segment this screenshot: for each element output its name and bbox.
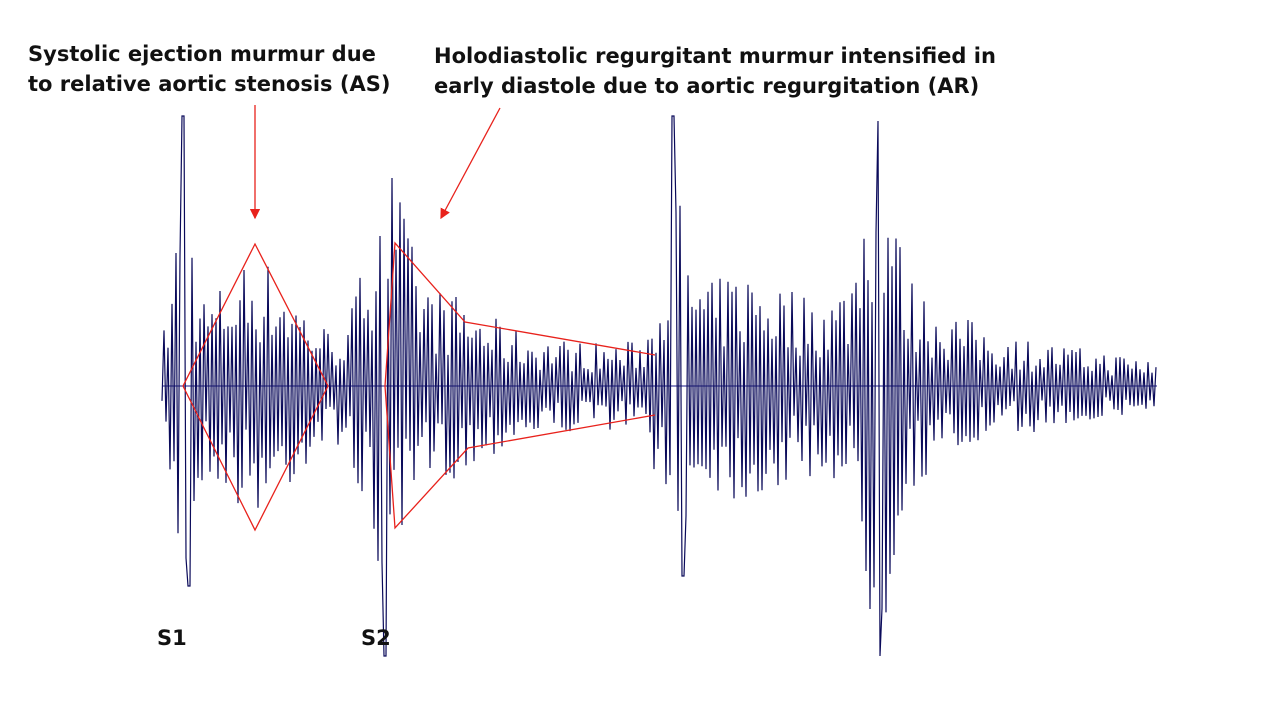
ar-envelope: [384, 241, 656, 530]
waveform: [161, 115, 1157, 657]
ar-label-line: Holodiastolic regurgitant murmur intensi…: [434, 44, 996, 68]
as-label-line: Systolic ejection murmur due: [28, 42, 376, 66]
s2-label: S2: [361, 626, 391, 650]
s1-label: S1: [157, 626, 187, 650]
ar-arrow: [440, 107, 501, 220]
ar-label-line: early diastole due to aortic regurgitati…: [434, 74, 979, 98]
as-label-line: to relative aortic stenosis (AS): [28, 72, 390, 96]
as-envelope: [182, 242, 329, 532]
